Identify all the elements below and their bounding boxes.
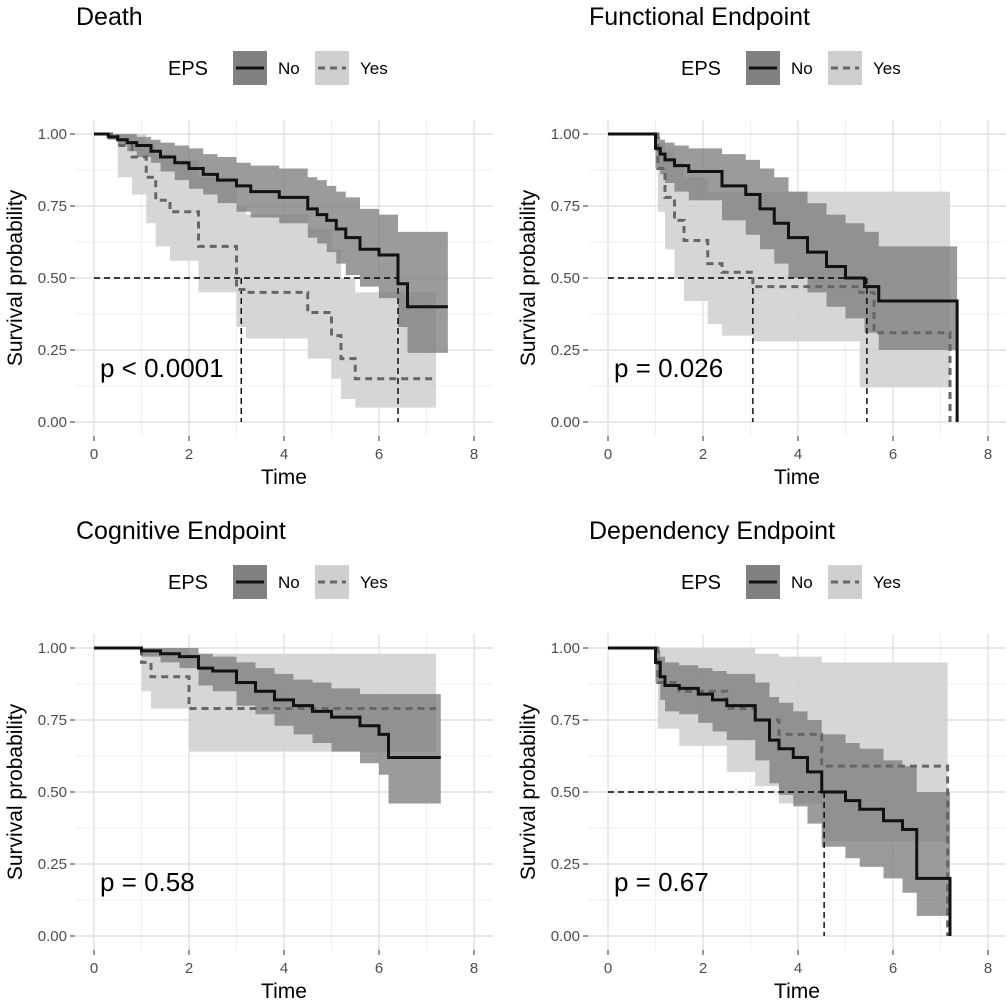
x-tick-label: 0 bbox=[604, 960, 612, 977]
x-tick-label: 6 bbox=[889, 446, 897, 463]
y-tick-label: 0.50 bbox=[38, 784, 67, 801]
legend-title: EPS bbox=[168, 58, 208, 80]
ci-band-no bbox=[608, 134, 958, 350]
x-tick-label: 6 bbox=[375, 446, 383, 463]
y-tick-label: 1.00 bbox=[38, 640, 67, 657]
km-panel-4: 0 2 4 6 8 0.00 0.25 0.50 0.75 1.00 Time Survival pr… bbox=[517, 517, 1006, 1002]
x-tick-label: 8 bbox=[470, 960, 478, 977]
x-axis-title: Time bbox=[774, 466, 820, 489]
y-tick-label: 0.50 bbox=[551, 784, 580, 801]
x-tick-label: 8 bbox=[470, 446, 478, 463]
legend-label-yes: Yes bbox=[360, 573, 388, 592]
x-tick-label: 8 bbox=[984, 960, 992, 977]
km-curve-no bbox=[94, 132, 448, 309]
x-tick-label: 2 bbox=[185, 960, 193, 977]
x-tick-label: 6 bbox=[375, 960, 383, 977]
legend: EPS No Yes bbox=[168, 51, 388, 85]
legend-label-yes: Yes bbox=[360, 59, 388, 78]
x-tick-label: 0 bbox=[90, 960, 98, 977]
y-tick-label: 0.00 bbox=[38, 928, 67, 945]
x-tick-label: 8 bbox=[984, 446, 992, 463]
ci-band-yes bbox=[94, 134, 436, 408]
x-tick-label: 2 bbox=[699, 446, 707, 463]
y-tick-label: 1.00 bbox=[551, 640, 580, 657]
panel-title: Dependency Endpoint bbox=[589, 517, 835, 545]
x-tick-label: 0 bbox=[90, 446, 98, 463]
km-curve-no bbox=[608, 646, 952, 936]
y-axis-title: Survival probability bbox=[517, 189, 540, 366]
p-value-label: p = 0.58 bbox=[100, 867, 195, 897]
y-tick-label: 0.00 bbox=[38, 414, 67, 431]
y-tick-label: 0.50 bbox=[38, 270, 67, 287]
x-axis-title: Time bbox=[261, 980, 307, 1002]
x-axis-title: Time bbox=[774, 980, 820, 1002]
legend-title: EPS bbox=[681, 58, 721, 80]
legend-label-no: No bbox=[278, 59, 300, 78]
y-tick-label: 0.00 bbox=[551, 928, 580, 945]
y-axis-title: Survival probability bbox=[517, 703, 540, 880]
x-tick-label: 2 bbox=[185, 446, 193, 463]
y-tick-label: 0.00 bbox=[551, 414, 580, 431]
legend-label-yes: Yes bbox=[873, 573, 901, 592]
x-tick-label: 4 bbox=[794, 446, 802, 463]
km-panel-2: 0 2 4 6 8 0.00 0.25 0.50 0.75 1.00 Time Survival pr… bbox=[517, 3, 1006, 489]
y-axis-title: Survival probability bbox=[4, 189, 27, 366]
ci-band-no bbox=[608, 648, 950, 916]
y-tick-label: 0.75 bbox=[38, 712, 67, 729]
legend-label-no: No bbox=[791, 573, 813, 592]
p-value-label: p = 0.026 bbox=[614, 353, 723, 383]
x-tick-label: 4 bbox=[280, 960, 288, 977]
km-curve-no bbox=[94, 646, 441, 759]
km-curve-yes bbox=[94, 132, 436, 381]
panel-title: Cognitive Endpoint bbox=[76, 517, 286, 545]
p-value-label: p < 0.0001 bbox=[100, 353, 224, 383]
legend: EPS No Yes bbox=[681, 51, 901, 85]
km-curve-yes bbox=[608, 132, 952, 422]
legend-label-no: No bbox=[278, 573, 300, 592]
y-tick-label: 1.00 bbox=[551, 126, 580, 143]
p-value-label: p = 0.67 bbox=[614, 867, 709, 897]
y-tick-label: 0.75 bbox=[551, 198, 580, 215]
x-tick-label: 2 bbox=[699, 960, 707, 977]
legend-label-no: No bbox=[791, 59, 813, 78]
y-tick-label: 0.25 bbox=[38, 342, 67, 359]
x-axis-title: Time bbox=[261, 466, 307, 489]
y-tick-label: 0.75 bbox=[551, 712, 580, 729]
ci-band-no bbox=[94, 134, 448, 353]
y-tick-label: 0.25 bbox=[551, 342, 580, 359]
y-tick-label: 0.75 bbox=[38, 198, 67, 215]
legend: EPS No Yes bbox=[681, 565, 901, 599]
panel-title: Death bbox=[76, 3, 143, 31]
km-panel-1: 0 2 4 6 8 0.00 0.25 0.50 0.75 1.00 Time Survival pr… bbox=[4, 3, 493, 489]
x-tick-label: 4 bbox=[794, 960, 802, 977]
y-axis-title: Survival probability bbox=[4, 703, 27, 880]
km-panel-3: 0 2 4 6 8 0.00 0.25 0.50 0.75 1.00 Time Survival pr… bbox=[4, 517, 493, 1002]
x-tick-label: 0 bbox=[604, 446, 612, 463]
y-tick-label: 0.50 bbox=[551, 270, 580, 287]
legend: EPS No Yes bbox=[168, 565, 388, 599]
x-tick-label: 4 bbox=[280, 446, 288, 463]
x-tick-label: 6 bbox=[889, 960, 897, 977]
panel-title: Functional Endpoint bbox=[589, 3, 810, 31]
y-tick-label: 0.25 bbox=[38, 856, 67, 873]
y-tick-label: 0.25 bbox=[551, 856, 580, 873]
km-curve-no bbox=[608, 132, 959, 422]
y-tick-label: 1.00 bbox=[38, 126, 67, 143]
legend-title: EPS bbox=[168, 572, 208, 594]
legend-label-yes: Yes bbox=[873, 59, 901, 78]
legend-title: EPS bbox=[681, 572, 721, 594]
